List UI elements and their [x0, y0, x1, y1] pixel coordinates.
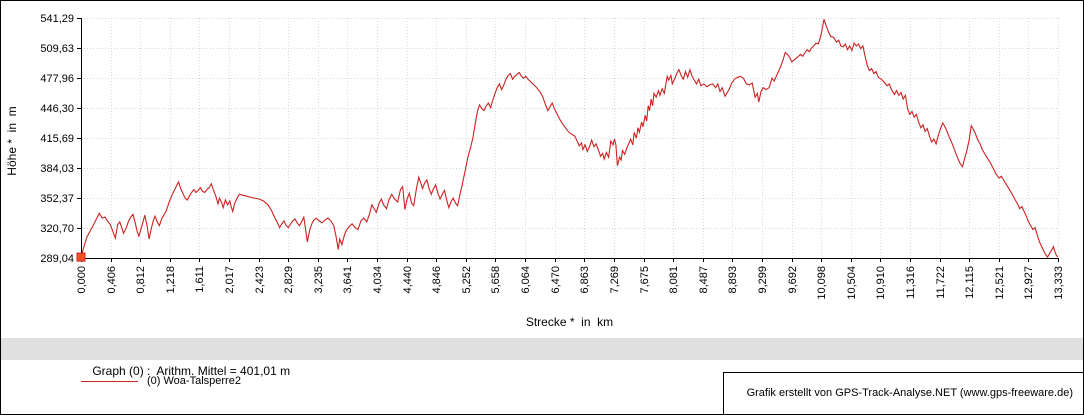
elevation-profile-line	[80, 19, 1059, 259]
x-tick-label-group: 7,675	[639, 266, 651, 294]
x-tick-label-group: 12,927	[1023, 266, 1035, 300]
x-tick-label: 5,658	[490, 266, 502, 294]
x-tick-label-group: 4,034	[372, 266, 384, 294]
start-marker	[76, 252, 86, 262]
x-tick-label-group: 0,406	[106, 266, 118, 294]
x-tick-label-group: 1,611	[194, 266, 206, 293]
x-tick-label-group: 2,017	[224, 266, 236, 294]
x-tick-label: 0,000	[76, 266, 88, 294]
x-tick-label: 7,269	[609, 266, 621, 294]
x-tick-label: 0,406	[106, 266, 118, 294]
x-tick-label: 9,299	[757, 266, 769, 294]
x-tick-label: 6,863	[579, 266, 591, 294]
x-tick-label: 10,504	[846, 266, 858, 300]
x-tick-label-group: 11,316	[905, 266, 917, 299]
x-tick-label-group: 8,893	[727, 266, 739, 294]
x-tick-label: 8,893	[727, 266, 739, 294]
x-tick-label: 12,521	[994, 266, 1006, 300]
y-tick-label: 289,04	[40, 253, 74, 265]
x-tick-label-group: 0,812	[135, 266, 147, 294]
y-tick-label: 446,30	[40, 103, 74, 115]
y-tick-label: 477,96	[40, 73, 74, 85]
x-tick-label-group: 2,829	[283, 266, 295, 294]
legend-line-sample	[81, 380, 138, 382]
x-tick-label: 1,218	[165, 266, 177, 294]
x-tick-label: 3,235	[313, 266, 325, 294]
x-tick-label: 2,829	[283, 266, 295, 294]
x-tick-label-group: 11,722	[935, 266, 947, 299]
x-tick-label: 9,692	[787, 266, 799, 294]
x-tick-label-group: 10,910	[875, 266, 887, 300]
x-tick-label: 8,081	[668, 266, 680, 294]
x-tick-label-group: 5,658	[490, 266, 502, 294]
x-tick-label-group: 13,333	[1053, 266, 1065, 300]
x-tick-label: 11,722	[935, 266, 947, 299]
y-tick-label: 384,03	[40, 163, 74, 175]
y-tick-label: 415,69	[40, 133, 74, 145]
x-tick-label: 4,440	[402, 266, 414, 294]
x-tick-label: 5,252	[461, 266, 473, 294]
x-tick-label-group: 6,863	[579, 266, 591, 294]
x-tick-label-group: 10,504	[846, 266, 858, 300]
x-tick-label-group: 12,115	[964, 266, 976, 299]
x-tick-label-group: 6,470	[550, 266, 562, 294]
x-tick-label: 11,316	[905, 266, 917, 299]
x-tick-label-group: 0,000	[76, 266, 88, 294]
y-tick-label: 320,70	[40, 223, 74, 235]
y-tick-label: 541,29	[40, 13, 74, 25]
x-tick-label: 6,470	[550, 266, 562, 294]
x-tick-label: 6,064	[520, 266, 532, 294]
elevation-chart: 0,000 0,406 0,812 1,218 1,611 2,017 2,423 2,829…	[40, 13, 1065, 300]
x-tick-label: 8,487	[698, 266, 710, 294]
x-tick-label-group: 9,692	[787, 266, 799, 294]
y-tick-label: 352,37	[40, 193, 74, 205]
x-tick-label: 10,910	[875, 266, 887, 300]
x-tick-label: 4,034	[372, 266, 384, 294]
x-tick-label: 2,423	[254, 266, 266, 294]
x-tick-label-group: 6,064	[520, 266, 532, 294]
footer-credit: Grafik erstellt von GPS-Track-Analyse.NE…	[723, 372, 1083, 414]
x-tick-label: 3,641	[342, 266, 354, 294]
x-tick-label: 10,098	[816, 266, 828, 300]
x-tick-label-group: 5,252	[461, 266, 473, 294]
x-tick-label: 7,675	[639, 266, 651, 294]
x-tick-label: 0,812	[135, 266, 147, 294]
x-tick-label-group: 4,440	[402, 266, 414, 294]
x-tick-label-group: 7,269	[609, 266, 621, 294]
x-tick-label-group: 8,487	[698, 266, 710, 294]
info-bar-text: Graph (0) : Arithm. Mittel = 401,01 m	[92, 364, 291, 378]
x-tick-label-group: 10,098	[816, 266, 828, 300]
legend: (0) Woa-Talsperre2	[1, 369, 241, 393]
x-tick-label: 4,846	[431, 266, 443, 294]
x-tick-label-group: 3,641	[342, 266, 354, 294]
x-tick-label: 12,115	[964, 266, 976, 299]
x-tick-label-group: 12,521	[994, 266, 1006, 300]
x-tick-label-group: 1,218	[165, 266, 177, 294]
y-tick-label: 509,63	[40, 43, 74, 55]
x-tick-label: 12,927	[1023, 266, 1035, 300]
x-tick-label-group: 3,235	[313, 266, 325, 294]
x-tick-label: 2,017	[224, 266, 236, 294]
x-axis-title: Strecke * in km	[525, 315, 614, 329]
x-tick-label-group: 2,423	[254, 266, 266, 294]
legend-label: (0) Woa-Talsperre2	[147, 375, 241, 387]
x-tick-label: 1,611	[194, 266, 206, 293]
x-tick-label-group: 4,846	[431, 266, 443, 294]
x-tick-label-group: 9,299	[757, 266, 769, 294]
x-tick-label-group: 8,081	[668, 266, 680, 294]
x-tick-label: 13,333	[1053, 266, 1065, 300]
footer-credit-text: Grafik erstellt von GPS-Track-Analyse.NE…	[746, 387, 1073, 399]
y-axis-title: Höhe * in m	[5, 106, 19, 176]
info-bar: Graph (0) : Arithm. Mittel = 401,01 m	[1, 338, 1083, 378]
